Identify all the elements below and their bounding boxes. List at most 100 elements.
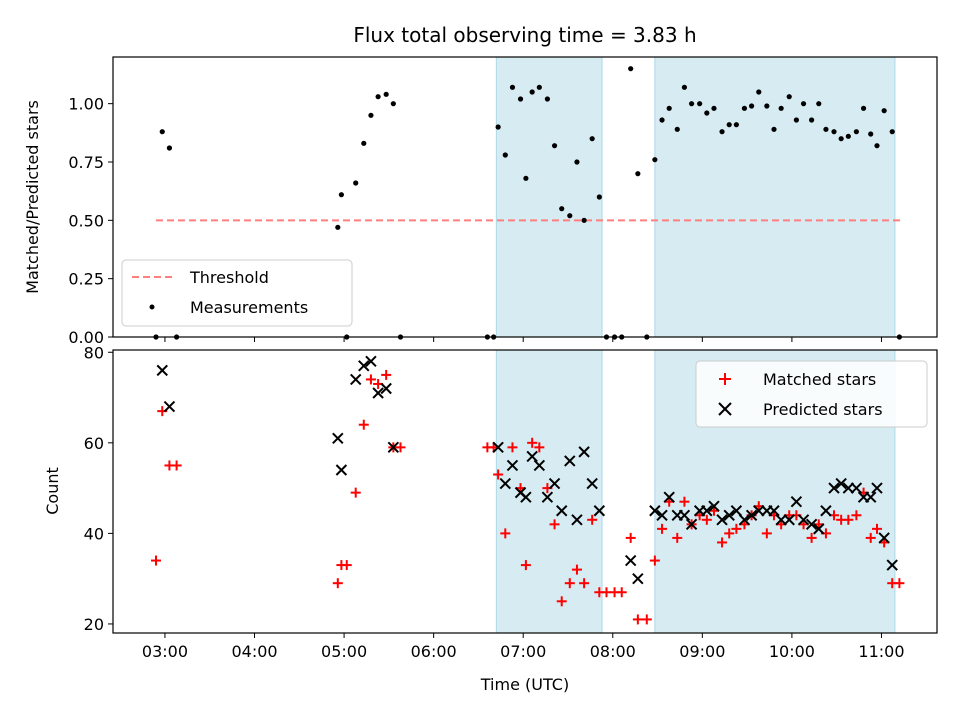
matched-star-marker [534,442,545,453]
predicted-star-marker [632,572,644,585]
observing-window-band [495,349,603,634]
legend-predicted-label: Predicted stars [763,400,883,419]
measurement-point [845,133,851,139]
measurement-point [628,66,634,72]
y-tick-label: 0.00 [68,328,104,347]
matched-star-marker [171,460,182,471]
x-tick-label: 07:00 [500,642,546,661]
predicted-star-marker [828,482,840,494]
measurement-point [756,89,762,95]
predicted-star-marker [564,455,576,467]
measurement-point [335,224,341,230]
matched-star-marker [616,587,627,598]
measurement-point [793,117,799,123]
matched-star-marker [350,487,361,498]
y-tick-label: 0.75 [68,153,104,172]
measurement-point [704,110,710,116]
measurement-point [889,129,895,135]
measurement-point [666,105,672,111]
measurement-point [338,192,344,198]
x-tick-label: 06:00 [411,642,457,661]
predicted-star-marker [332,432,344,445]
matched-star-marker [395,442,406,453]
matched-star-marker [724,528,735,539]
predicted-star-marker [685,518,698,531]
measurement-point [823,126,829,132]
matched-star-marker [632,614,643,625]
matched-star-marker [358,419,369,430]
predicted-star-marker [797,514,810,526]
predicted-star-marker [506,459,519,472]
predicted-star-marker [805,518,818,531]
predicted-star-marker [492,441,504,454]
measurement-point [495,124,501,130]
matched-star-marker [731,523,742,534]
measurement-point [529,89,535,95]
measurement-point [741,105,748,111]
matched-star-marker [851,510,862,521]
measurement-point [517,96,524,102]
measurement-point [809,117,815,123]
x-tick-label: 05:00 [321,642,367,661]
measurement-point [816,101,822,107]
chart-title: Flux total observing time = 3.83 h [353,23,696,47]
matched-star-marker [507,442,518,453]
matched-star-marker [579,578,590,589]
x-tick-label: 10:00 [769,642,815,661]
matched-star-marker [625,532,636,543]
predicted-star-marker [358,360,370,372]
matched-star-marker [520,560,531,571]
measurement-point [596,194,602,200]
legend-measurements-label: Measurements [190,298,308,317]
bottom-legend: Matched stars Predicted stars [695,360,928,428]
predicted-star-marker [526,450,538,463]
y-tick-label: 40 [84,524,104,543]
measurement-point [831,129,837,135]
matched-star-marker [679,496,690,507]
matched-star-marker [894,578,905,589]
matched-star-marker [587,514,598,525]
predicted-star-marker [790,495,803,508]
measurement-point [688,101,695,107]
predicted-star-marker [499,477,512,490]
matched-star-marker [843,514,854,525]
measurement-point [159,129,165,135]
matched-star-marker [717,537,728,548]
matched-star-marker [332,578,343,589]
measurement-point [786,94,792,100]
predicted-star-marker [365,355,377,368]
top-legend-box [121,259,353,327]
bottom-y-axis-label: Count [43,467,62,515]
measurement-point [589,136,595,142]
predicted-star-marker [865,491,877,503]
measurement-point [581,217,587,223]
predicted-star-marker [783,514,795,526]
x-tick-label: 08:00 [590,642,636,661]
predicted-star-marker [533,459,546,472]
matched-star-marker [806,532,817,543]
predicted-star-marker [656,509,668,521]
measurement-point [536,84,542,90]
measurement-point [523,175,529,181]
predicted-star-marker [850,482,863,494]
measurement-point [509,84,516,90]
y-tick-label: 60 [84,434,104,453]
measurement-point [681,84,688,90]
measurement-point [719,129,725,135]
top-legend: Threshold Measurements [121,259,353,327]
measurement-point [544,96,550,102]
measurement-point [574,159,580,165]
matched-star-marker [150,555,161,566]
measurement-point [383,91,389,97]
measurement-point [375,94,381,100]
measurement-point [390,101,396,107]
legend-matched-swatch [719,373,731,385]
predicted-star-marker [886,559,898,571]
measurement-point [860,105,867,111]
predicted-star-marker [571,514,583,526]
predicted-star-marker [350,373,362,386]
y-tick-label: 0.50 [68,211,104,230]
matched-star-marker [493,469,504,480]
predicted-star-marker [708,500,720,512]
top-panel: 0.00 0.25 0.50 0.75 1.00 Matched/Predicted s… [23,56,938,347]
